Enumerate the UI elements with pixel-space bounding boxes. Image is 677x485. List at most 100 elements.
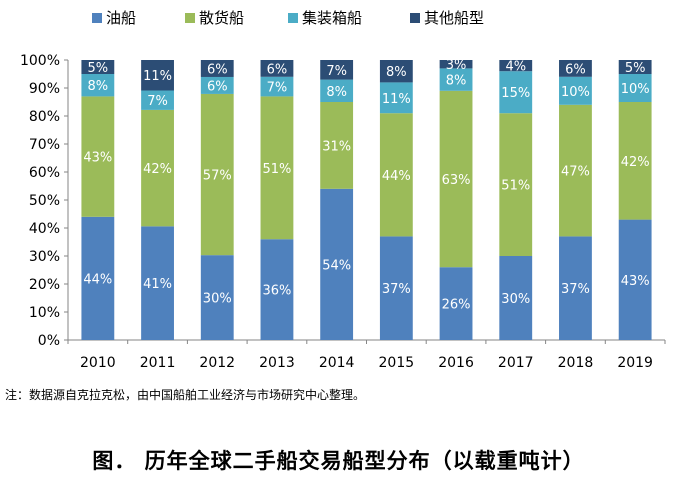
x-tick-label: 2010	[80, 355, 116, 371]
legend: 油船 散货船 集装箱船 其他船型	[92, 9, 484, 27]
x-tick-label: 2013	[259, 355, 295, 371]
data-label-2012-series-2: 6%	[207, 79, 228, 94]
legend-label: 散货船	[199, 9, 244, 27]
bar-2010-series-3	[81, 60, 115, 74]
legend-swatch	[92, 13, 102, 23]
x-tick-label: 2019	[617, 355, 653, 371]
data-label-2014-series-3: 7%	[326, 64, 347, 79]
bar-2015-series-1	[379, 113, 413, 237]
bar-2013-series-0	[260, 239, 294, 340]
x-tick-label: 2015	[379, 355, 415, 371]
data-label-2012-series-3: 6%	[207, 62, 228, 77]
data-label-2019-series-3: 5%	[625, 61, 646, 76]
bar-2018-series-1	[559, 104, 592, 237]
data-label-2013-series-2: 7%	[267, 81, 288, 96]
data-label-2013-series-1: 51%	[262, 162, 291, 177]
legend-swatch	[410, 13, 420, 23]
data-label-2010-series-2: 8%	[88, 79, 109, 94]
x-tick-label: 2016	[438, 355, 474, 371]
y-tick-label: 90%	[29, 81, 60, 97]
data-label-2015-series-3: 8%	[386, 65, 407, 80]
bar-2015-series-0	[379, 236, 413, 340]
bars	[81, 60, 652, 340]
bar-2012-series-1	[200, 93, 234, 256]
bar-2013-series-2	[260, 76, 294, 97]
legend-item-2: 集装箱船	[288, 9, 362, 27]
data-label-2011-series-2: 7%	[147, 94, 168, 109]
bar-2014-series-1	[320, 102, 354, 189]
data-label-2016-series-3: 3%	[446, 58, 467, 73]
bar-2019-series-3	[618, 60, 652, 74]
y-tick-label: 10%	[29, 305, 60, 321]
bar-2014-series-3	[320, 60, 354, 80]
bar-2018-series-0	[559, 236, 592, 340]
bar-2010-series-1	[81, 96, 115, 217]
data-label-2011-series-0: 41%	[143, 277, 172, 292]
legend-swatch	[185, 13, 195, 23]
bar-2013-series-1	[260, 96, 294, 240]
x-tick-label: 2012	[199, 355, 235, 371]
legend-item-0: 油船	[92, 9, 136, 27]
data-label-2017-series-1: 51%	[501, 179, 530, 194]
data-label-2018-series-2: 10%	[561, 85, 590, 100]
data-label-2014-series-1: 31%	[322, 139, 351, 154]
data-label-2018-series-3: 6%	[565, 62, 586, 77]
bar-2013-series-3	[260, 60, 294, 77]
data-label-2016-series-2: 8%	[446, 74, 467, 89]
y-tick-label: 70%	[29, 137, 60, 153]
bar-2018-series-2	[559, 76, 592, 105]
y-tick-label: 30%	[29, 249, 60, 265]
data-label-2013-series-3: 6%	[267, 62, 288, 77]
legend-swatch	[288, 13, 298, 23]
data-label-2011-series-1: 42%	[143, 162, 172, 177]
bar-2016-series-0	[439, 267, 473, 340]
x-tick-label: 2011	[140, 355, 176, 371]
bar-2019-series-1	[618, 102, 652, 220]
bar-2011-series-2	[141, 90, 174, 110]
x-tick-label: 2018	[558, 355, 594, 371]
bar-2015-series-3	[379, 60, 413, 83]
bar-2017-series-2	[499, 71, 533, 114]
y-tick-label: 40%	[29, 221, 60, 237]
data-label-2015-series-0: 37%	[382, 282, 411, 297]
data-label-2010-series-3: 5%	[88, 61, 109, 76]
data-label-2019-series-0: 43%	[621, 274, 650, 289]
data-label-2014-series-0: 54%	[322, 258, 351, 273]
bar-2014-series-2	[320, 79, 354, 102]
bar-2012-series-2	[200, 76, 234, 94]
bar-2016-series-3	[439, 60, 473, 69]
data-label-2018-series-1: 47%	[561, 165, 590, 180]
data-label-2010-series-0: 44%	[83, 272, 112, 287]
data-label-2014-series-2: 8%	[326, 85, 347, 100]
legend-item-1: 散货船	[185, 9, 244, 27]
bar-2017-series-1	[499, 113, 533, 256]
bar-2019-series-0	[618, 219, 652, 340]
legend-item-3: 其他船型	[410, 9, 484, 27]
bar-2019-series-2	[618, 74, 652, 102]
data-label-2017-series-0: 30%	[501, 292, 530, 307]
stacked-bar-chart: 油船 散货船 集装箱船 其他船型 0% 10% 20% 30% 40% 50% 60% 70% 80%…	[20, 9, 666, 371]
data-label-2015-series-2: 11%	[382, 92, 411, 107]
data-label-2011-series-3: 11%	[143, 69, 172, 84]
data-label-2018-series-0: 37%	[561, 282, 590, 297]
y-tick-label: 50%	[29, 193, 60, 209]
bar-2016-series-2	[439, 68, 473, 91]
y-tick-label: 80%	[29, 109, 60, 125]
data-label-2012-series-0: 30%	[203, 292, 232, 307]
data-label-2019-series-2: 10%	[621, 82, 650, 97]
bar-2016-series-1	[439, 90, 473, 268]
bar-2017-series-3	[499, 60, 533, 72]
data-label-2015-series-1: 44%	[382, 169, 411, 184]
bar-2018-series-3	[559, 60, 592, 77]
y-tick-label: 60%	[29, 165, 60, 181]
bar-2011-series-3	[141, 60, 174, 91]
legend-label: 集装箱船	[302, 9, 362, 27]
data-label-2017-series-3: 4%	[505, 60, 526, 75]
data-label-2016-series-1: 63%	[442, 173, 471, 188]
axes: 0% 10% 20% 30% 40% 50% 60% 70% 80% 90% 100% 2010 201…	[20, 53, 666, 371]
figure-caption: 图． 历年全球二手船交易船型分布（以载重吨计）	[92, 449, 585, 473]
x-tick-label: 2017	[498, 355, 534, 371]
y-tick-label: 100%	[20, 53, 60, 69]
bar-2012-series-0	[200, 255, 234, 340]
bar-2017-series-0	[499, 256, 533, 340]
